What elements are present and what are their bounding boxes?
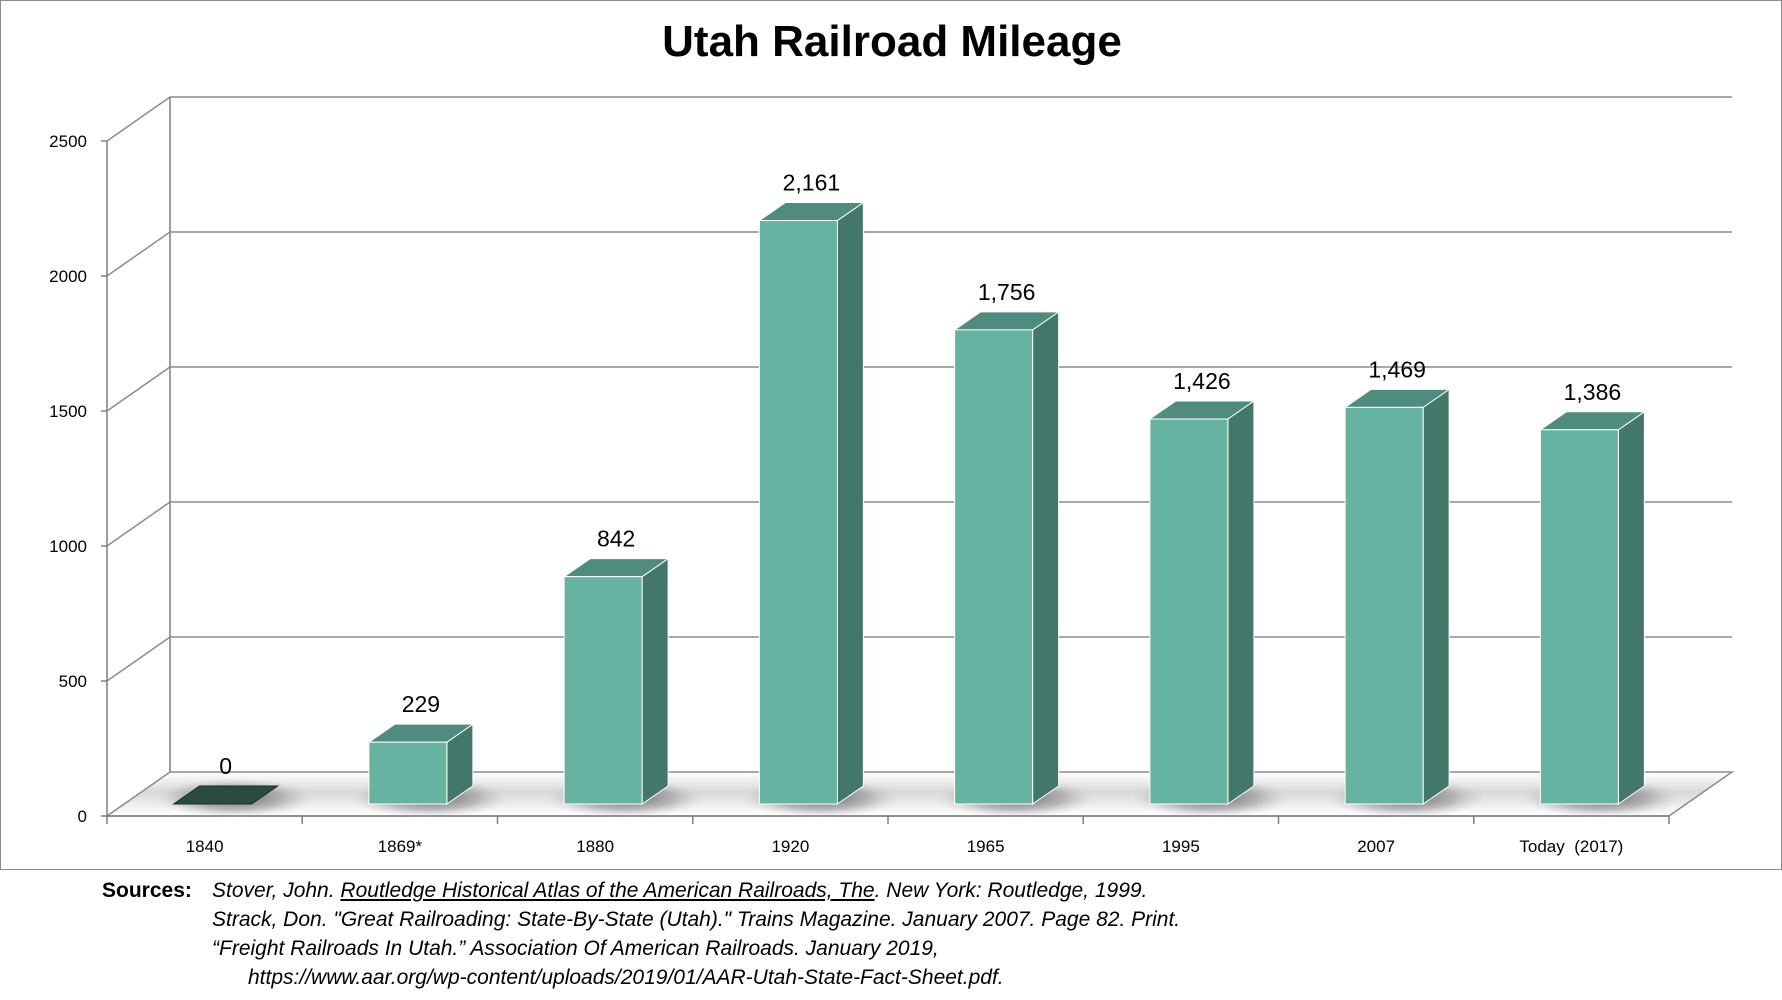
chart-frame: Utah Railroad Mileage 0 500 1000 1500 2000 25…: [0, 0, 1782, 870]
bar-side: [1617, 410, 1645, 805]
bar: [1149, 418, 1229, 805]
bar: [758, 220, 838, 805]
bar-side: [1032, 310, 1060, 805]
gridline: [106, 231, 1732, 277]
data-labels: 0 229 842 2,161 1,756 1,426 1,469 1,386: [219, 170, 1621, 779]
x-tick-label: 2007: [1357, 837, 1395, 856]
y-tick-label: 1000: [49, 537, 87, 556]
y-tick-label: 1500: [49, 402, 87, 421]
bars: [154, 201, 1682, 818]
data-label: 1,386: [1564, 379, 1622, 405]
bar-side: [1422, 388, 1450, 805]
y-tick-label: 500: [59, 672, 87, 691]
gridline: [106, 501, 1732, 547]
bar-side: [836, 201, 864, 805]
data-label: 2,161: [783, 170, 841, 196]
bar: [1539, 429, 1619, 805]
sources-heading: Sources:: [102, 879, 192, 902]
chart-title: Utah Railroad Mileage: [662, 17, 1122, 66]
gridlines: [106, 96, 1732, 682]
gridline: [106, 96, 1732, 142]
source-line-1-prefix: Stover, John.: [212, 879, 341, 902]
data-label: 0: [219, 753, 232, 779]
gridline: [106, 636, 1732, 682]
x-tick-label: 1995: [1162, 837, 1200, 856]
data-label: 1,469: [1368, 356, 1426, 382]
y-tick-label: 2000: [49, 267, 87, 286]
y-tick-label: 0: [78, 807, 87, 826]
bar-side: [641, 557, 669, 805]
source-line-3: “Freight Railroads In Utah.” Association…: [212, 937, 939, 960]
bar: [563, 576, 643, 805]
x-tick-label: 1920: [771, 837, 809, 856]
x-tick-label: 1880: [576, 837, 614, 856]
source-line-4: https://www.aar.org/wp-content/uploads/2…: [248, 966, 1004, 989]
gridline: [106, 366, 1732, 412]
source-line-1-suffix: . New York: Routledge, 1999.: [874, 879, 1148, 902]
floor-plane: [104, 771, 1735, 817]
source-line-1: Stover, John. Routledge Historical Atlas…: [212, 876, 1147, 905]
bar: [954, 329, 1034, 805]
chart-svg: Utah Railroad Mileage 0 500 1000 1500 2000 25…: [49, 17, 1735, 856]
bar-side: [1227, 400, 1255, 805]
data-label: 1,426: [1173, 368, 1231, 394]
data-label: 842: [597, 526, 635, 552]
y-tick-label: 2500: [49, 132, 87, 151]
bar-top: [172, 785, 280, 805]
x-tick-label: 1965: [967, 837, 1005, 856]
x-tick-label: 1869*: [378, 837, 423, 856]
bar: [368, 741, 448, 805]
source-line-2: Strack, Don. "Great Railroading: State-B…: [212, 908, 1181, 931]
data-label: 229: [402, 691, 440, 717]
x-tick-label: 1840: [186, 837, 224, 856]
data-label: 1,756: [978, 279, 1036, 305]
chart-floor: [104, 771, 1735, 817]
bar: [1344, 406, 1424, 805]
x-tick-label: Today (2017): [1519, 837, 1623, 856]
source-line-1-title: Routledge Historical Atlas of the Americ…: [340, 879, 875, 902]
